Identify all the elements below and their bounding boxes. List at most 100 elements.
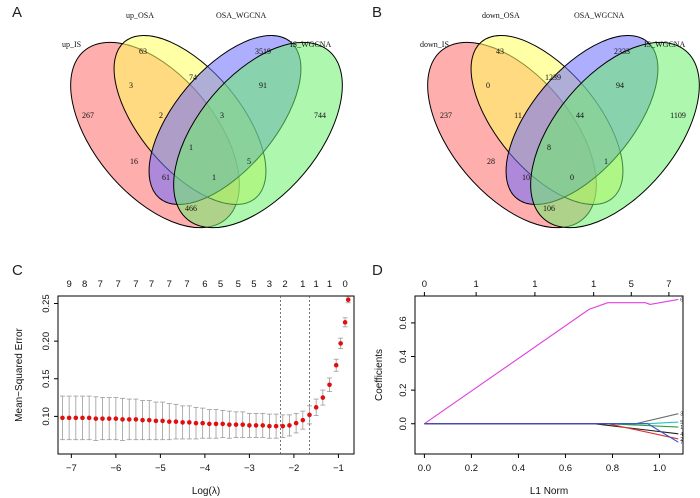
top-axis-label: 7 [184,279,189,290]
venn-b-count: 10 [522,173,530,182]
data-point [120,417,125,422]
data-point [146,417,152,423]
data-point [213,421,219,427]
data-point [100,416,105,421]
venn-b-count: 1109 [670,111,686,120]
data-point [166,419,172,424]
data-point [80,415,85,421]
x-axis-label: L1 Norm [530,486,568,497]
top-axis-label: 2 [282,279,287,290]
venn-b-count: 0 [570,173,574,182]
data-point [106,416,112,421]
top-axis-label: 0 [342,279,347,290]
coef-path-2 [424,423,679,440]
x-tick-label: 0.6 [559,463,572,474]
venn-b-count: 106 [543,204,555,213]
plot-frame [57,295,355,455]
venn-a-count: 16 [130,157,138,166]
data-point [187,420,192,425]
venn-b-count: 44 [576,111,584,120]
x-tick-label: −3 [244,463,255,474]
y-tick-label: 0.25 [41,294,52,313]
venn-a-count: 3 [129,81,133,90]
series-end-label: 6 [680,297,683,303]
top-axis-label: 5 [629,279,634,290]
venn-b-label-4: IS_WGCNA [644,40,686,49]
cv-mse-chart: Log(λ) Mean−Squared Error −7 −6 −5 −4 −3 −2 −1… [14,279,355,497]
venn-a-count: 466 [185,204,197,213]
top-axis-label: 1 [591,279,596,290]
x-tick-label: 0.4 [512,463,525,474]
coef-path-6 [424,298,679,425]
data-point [153,418,159,424]
top-axis-label: 7 [133,279,138,290]
venn-a-count: 1 [189,143,193,152]
venn-b-count: 0 [486,81,490,90]
top-axis-label: 6 [202,279,207,290]
data-point [320,395,326,400]
top-axis-label: 7 [666,279,671,290]
venn-diagram-b: down_IS down_OSA OSA_WGCNA IS_WGCNA 237 … [420,11,700,229]
y-tick-label: 0.15 [41,370,52,389]
data-point [133,417,139,422]
y-tick-label: 0.10 [41,407,52,426]
venn-a-label-2: up_OSA [126,11,154,20]
x-tick-label: −5 [155,463,166,474]
venn-a-label-1: up_IS [62,40,81,49]
top-axis-label: 1 [327,279,332,290]
top-axis-label: 7 [115,279,120,290]
data-point [333,362,339,368]
y-tick-label: 0.2 [398,384,409,397]
y-tick-label: 0.4 [398,350,409,363]
top-axis-label: 7 [149,279,154,290]
x-axis-label: Log(λ) [192,486,220,497]
venn-b-label-2: down_OSA [482,11,520,20]
top-axis-label: 7 [98,279,103,290]
coefficient-path-chart: L1 Norm Coefficients 0.0 0.2 0.4 0.6 0.8 1.0 0… [374,279,684,497]
venn-b-count: 237 [440,111,452,120]
data-point [287,423,292,428]
x-tick-label: −1 [333,463,344,474]
venn-b-label-3: OSA_WGCNA [574,11,624,20]
panel-letter-a: A [12,4,22,21]
venn-a-count: 2 [159,111,163,120]
data-point [233,422,239,427]
data-point [273,423,279,429]
y-tick-label: 0.20 [41,332,52,351]
data-point [160,418,165,424]
data-point [66,415,72,421]
y-tick-label: 0.0 [398,417,409,430]
venn-a-count: 3519 [255,47,271,56]
venn-a-count: 91 [259,81,267,90]
venn-b-count: 28 [487,157,495,166]
data-point [113,416,119,421]
venn-b-count: 94 [616,81,624,90]
data-point [140,417,145,423]
venn-b-count: 43 [496,47,504,56]
top-axis-label: 1 [300,279,305,290]
data-point [307,412,312,418]
data-point [173,419,179,424]
series-end-label: 7 [680,440,683,446]
data-point [345,297,351,303]
venn-a-count: 5 [247,157,251,166]
data-point [300,417,306,423]
data-point [126,417,132,422]
y-tick-label: 0.6 [398,316,409,329]
y-axis-label: Mean−Squared Error [14,328,25,422]
top-axis-label: 1 [473,279,478,290]
data-point [60,415,65,421]
top-axis-label: 9 [66,279,71,290]
venn-a-set-4 [173,41,343,229]
panel-letter-b: B [372,4,382,21]
y-axis-label: Coefficients [374,349,385,401]
top-axis-label: 7 [167,279,172,290]
data-point [86,415,92,421]
panel-letter-c: C [12,262,23,279]
series-end-label: 5 [680,420,683,426]
x-tick-label: 0.0 [418,463,431,474]
venn-a-count: 74 [189,73,197,82]
venn-b-count: 1239 [545,73,561,82]
series-end-label: 4 [680,432,683,438]
